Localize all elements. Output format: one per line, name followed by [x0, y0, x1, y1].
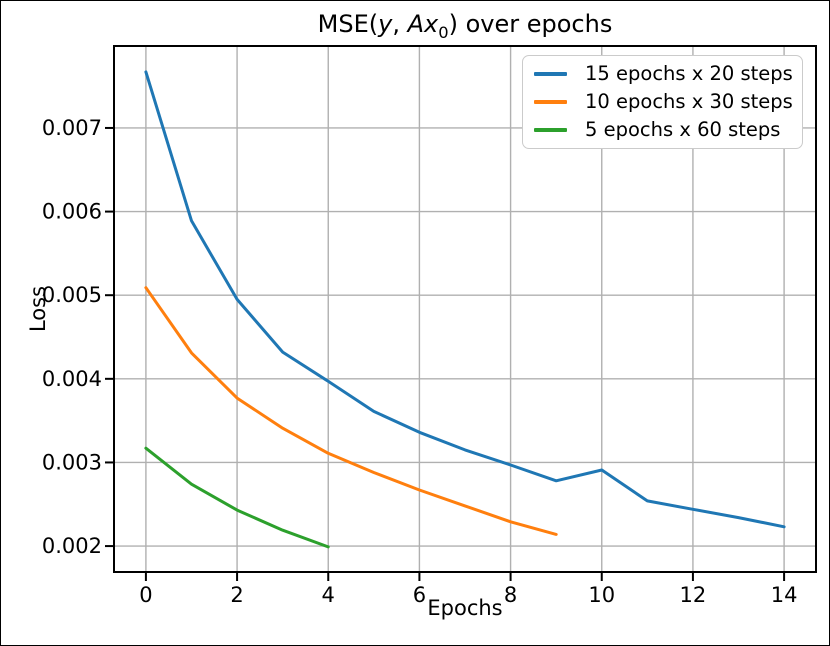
- series-line-0: [144, 70, 786, 529]
- y-tick-label: 0.002: [42, 534, 102, 558]
- legend-label: 10 epochs x 30 steps: [585, 90, 793, 113]
- legend-line-swatch: [534, 128, 567, 132]
- legend-label: 5 epochs x 60 steps: [585, 118, 781, 141]
- legend-label: 15 epochs x 20 steps: [585, 62, 793, 85]
- legend-entry: 5 epochs x 60 steps: [529, 116, 796, 144]
- title-text-suffix: ) over epochs: [448, 10, 613, 38]
- x-tick-label: 6: [413, 583, 426, 607]
- x-tick-label: 2: [230, 583, 243, 607]
- axes-border: [113, 45, 817, 573]
- legend-line-swatch: [534, 72, 567, 76]
- title-subscript: 0: [438, 22, 449, 42]
- x-tick-label: 12: [680, 583, 707, 607]
- chart-title: MSE(y, Ax0) over epochs: [114, 10, 816, 40]
- x-tick-label: 14: [771, 583, 798, 607]
- y-tick-label: 0.006: [42, 200, 102, 224]
- title-text-prefix: MSE(: [317, 10, 379, 38]
- x-tick-label: 0: [139, 583, 152, 607]
- series-line-2: [144, 446, 330, 549]
- x-tick-label: 10: [588, 583, 615, 607]
- y-tick-label: 0.005: [42, 283, 102, 307]
- title-separator: ,: [392, 10, 408, 38]
- x-axis-label: Epochs: [427, 596, 503, 620]
- legend-entry: 10 epochs x 30 steps: [529, 88, 796, 116]
- legend: 15 epochs x 20 steps 10 epochs x 30 steps…: [522, 55, 803, 149]
- x-tick-label: 4: [322, 583, 335, 607]
- y-tick-label: 0.003: [42, 450, 102, 474]
- title-math-y: y: [378, 10, 393, 38]
- series-line-1: [144, 286, 558, 536]
- y-tick-label: 0.007: [42, 116, 102, 140]
- legend-entry: 15 epochs x 20 steps: [529, 60, 796, 88]
- y-tick-label: 0.004: [42, 367, 102, 391]
- legend-line-swatch: [534, 100, 567, 104]
- title-math-Ax: Ax: [407, 10, 439, 38]
- x-tick-label: 8: [504, 583, 517, 607]
